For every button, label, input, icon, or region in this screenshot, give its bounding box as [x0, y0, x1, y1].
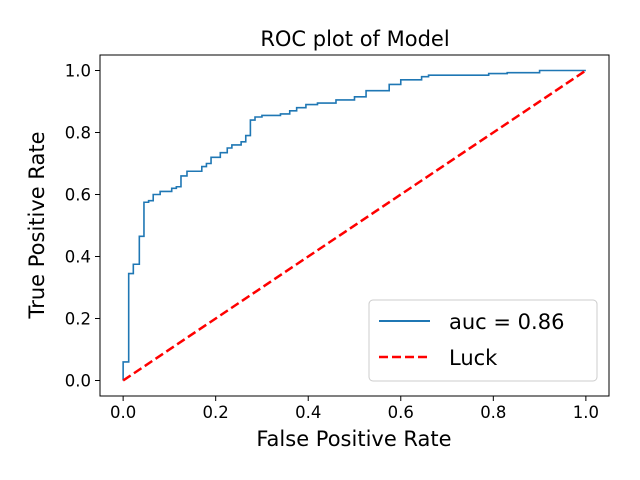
chart-title: ROC plot of Model	[260, 27, 449, 51]
y-tick-label: 0.0	[65, 372, 91, 391]
x-tick-label: 0.0	[110, 403, 136, 422]
legend-label-luck: Luck	[449, 346, 498, 370]
x-tick-label: 1.0	[573, 403, 599, 422]
legend: auc = 0.86 Luck	[368, 299, 598, 382]
y-tick-label: 0.6	[65, 186, 91, 205]
y-tick-label: 0.4	[65, 248, 91, 267]
legend-label-auc: auc = 0.86	[449, 310, 564, 334]
x-tick-label: 0.2	[203, 403, 229, 422]
y-axis-label: True Positive Rate	[25, 131, 49, 319]
series-layer	[122, 69, 587, 382]
series-line-roc-curve	[122, 69, 586, 381]
y-axis-ticks: 0.0 0.2 0.4 0.6 0.8 1.0	[65, 62, 100, 391]
plot-area	[99, 54, 610, 397]
x-tick-label: 0.6	[388, 403, 414, 422]
x-tick-label: 0.8	[480, 403, 506, 422]
y-tick-label: 1.0	[65, 62, 91, 81]
y-tick-label: 0.2	[65, 310, 91, 329]
x-axis-label: False Positive Rate	[256, 427, 451, 451]
y-tick-label: 0.8	[65, 124, 91, 143]
axes-frame	[99, 54, 610, 397]
x-axis-ticks: 0.0 0.2 0.4 0.6 0.8 1.0	[110, 396, 599, 422]
series-line-luck-diagonal	[122, 69, 587, 382]
x-tick-label: 0.4	[295, 403, 321, 422]
